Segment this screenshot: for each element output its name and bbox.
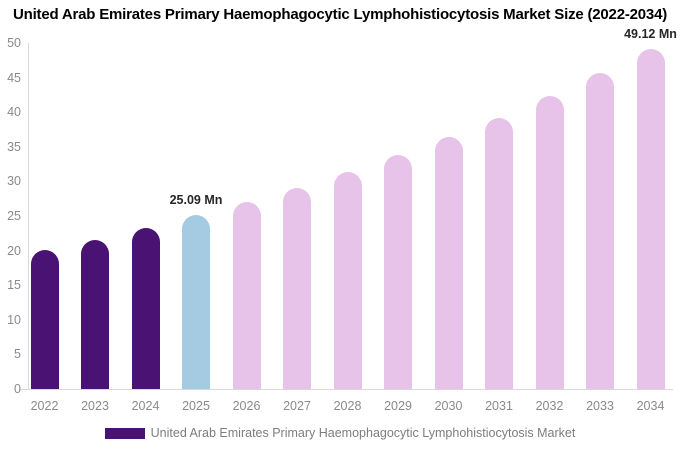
x-tick-label-2033: 2033 [586,399,614,413]
bar-2027 [283,187,311,389]
bar-2025 [182,215,210,389]
annotation-2034: 49.12 Mn [624,27,677,42]
legend: United Arab Emirates Primary Haemophagoc… [0,426,680,440]
bar-2034 [636,49,665,389]
x-tick-label-2022: 2022 [30,399,59,413]
bar-2030 [434,137,463,389]
bar-2031 [485,117,513,389]
bar-2024 [131,227,160,389]
bar-2023 [81,239,109,389]
y-tick-label-15: 15 [7,278,21,293]
x-tick-label-2029: 2029 [384,399,412,413]
y-tick-label-5: 5 [14,347,21,362]
legend-swatch [104,427,145,439]
annotation-2025: 25.09 Mn [169,193,223,208]
y-tick-label-25: 25 [7,209,21,223]
x-tick-label-2026: 2026 [232,399,261,413]
x-tick-label-2027: 2027 [283,399,311,413]
x-tick-label-2030: 2030 [434,399,463,413]
x-tick-label-2031: 2031 [485,399,513,413]
bar-2032 [535,96,564,389]
y-tick-label-30: 30 [7,174,21,189]
x-tick-label-2025: 2025 [182,399,210,413]
x-axis-line [20,389,673,390]
y-tick-label-10: 10 [7,312,21,327]
x-tick-label-2032: 2032 [535,399,564,413]
bar-2029 [384,155,412,389]
legend-label: United Arab Emirates Primary Haemophagoc… [150,426,576,440]
x-tick-label-2024: 2024 [131,399,160,413]
y-tick-label-0: 0 [14,382,21,396]
bar-2026 [232,202,261,389]
bar-2033 [586,73,614,389]
y-tick-label-45: 45 [7,70,21,85]
x-tick-label-2034: 2034 [636,399,665,413]
x-tick-label-2028: 2028 [333,399,362,413]
bar-2022 [30,249,59,389]
bar-2028 [333,171,362,389]
x-tick-label-2023: 2023 [81,399,109,413]
y-axis-line [28,43,29,389]
y-tick-label-50: 50 [7,36,21,50]
chart-title: United Arab Emirates Primary Haemophagoc… [12,6,668,23]
y-tick-label-40: 40 [7,105,21,120]
y-tick-label-20: 20 [7,243,21,258]
y-tick-label-35: 35 [7,139,21,154]
